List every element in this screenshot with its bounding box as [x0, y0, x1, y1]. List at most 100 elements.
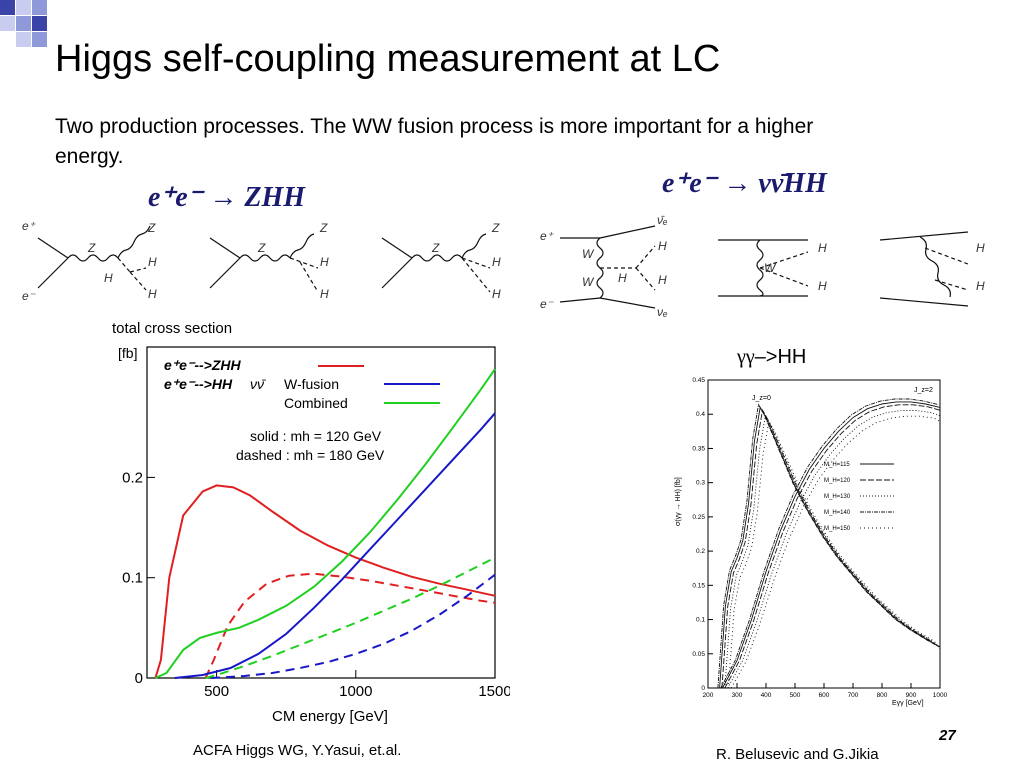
credit-right: R. Belusevic and G.Jikia [716, 746, 879, 763]
diagram-label: H [818, 279, 827, 293]
diagram-label: H [492, 287, 501, 301]
gamma-gamma-text: γγ [737, 346, 755, 368]
y-tick-label: 0.15 [692, 582, 705, 589]
diagram-label: W [582, 247, 595, 261]
series-line-jz0-mh2 [724, 414, 941, 689]
diagram-label: H [104, 271, 113, 285]
legend-label-hhnn: e⁺e⁻-->HH [164, 376, 233, 392]
diagram-label: H [320, 287, 329, 301]
logo-square [0, 16, 15, 31]
gamma-gamma-label: γγ–>HH [737, 346, 806, 369]
diagram-label: e⁺ [22, 219, 37, 233]
diagram-label: Z [147, 221, 156, 235]
legend-label-mh: M_H=130 [824, 494, 851, 500]
series-line-jz0-mh3 [717, 403, 939, 689]
gamma-gamma-arrow: –>HH [754, 346, 807, 368]
y-tick-label: 0.05 [692, 651, 705, 658]
diagram-label: W [764, 261, 777, 275]
feynman-diagram-ww-1 [559, 225, 656, 309]
y-axis-label: [fb] [118, 345, 137, 361]
y-tick-label: 0 [701, 685, 705, 692]
diagram-label: H [976, 241, 985, 255]
y-tick-label: 0 [135, 670, 143, 687]
legend-label-mh: M_H=140 [824, 510, 851, 516]
legend-label-zhh: e⁺e⁻-->ZHH [164, 357, 242, 373]
series-line-jz2-mh1 [724, 404, 941, 689]
x-tick-label: 1500 [478, 683, 510, 700]
legend-note-dashed: dashed : mh = 180 GeV [236, 447, 385, 463]
series-line-jz2-mh2 [727, 410, 941, 689]
diagram-label: H [658, 273, 667, 287]
x-tick-label: 600 [819, 692, 830, 699]
diagram-label: H [148, 255, 157, 269]
series-line-wfusion-solid [174, 412, 496, 679]
series-line-jz0-mh0 [719, 406, 941, 689]
diagram-label: Z [491, 221, 500, 235]
logo-square [16, 32, 31, 47]
series-line-wfusion-dashed [210, 573, 496, 679]
diagram-label: e⁻ [22, 289, 37, 303]
diagram-label: e⁺ [540, 229, 555, 243]
annotation-jz0: J_z=0 [752, 395, 771, 402]
plot-frame [146, 346, 496, 679]
gamma-gamma-chart: σ(γγ → HH) [fb] 200 300 400 500 600 700 800 900… [675, 377, 948, 707]
x-tick-label: 400 [761, 692, 772, 699]
x-tick-label: 500 [204, 683, 229, 700]
series-line-combined-dashed [205, 556, 496, 679]
y-tick-label: 0.2 [696, 548, 705, 555]
series-line-jz2-mh0 [722, 401, 941, 689]
annotation-jz2: J_z=2 [914, 387, 933, 394]
diagram-label: Z [319, 221, 328, 235]
legend-label-mh: M_H=120 [824, 478, 851, 484]
feynman-diagram-zhh-1 [37, 225, 151, 291]
logo-square [0, 0, 15, 15]
feynman-diagram-zhh-3 [381, 233, 491, 293]
x-tick-label: 700 [848, 692, 859, 699]
x-tick-label: 200 [703, 692, 714, 699]
feynman-diagram-zhh-2 [209, 233, 319, 293]
feynman-diagrams: e⁺ e⁻ Z H Z H H Z Z H H Z Z H H e⁺ e⁻ W … [22, 213, 985, 319]
diagram-label: Z [431, 241, 440, 255]
x-tick-label: 800 [877, 692, 888, 699]
feynman-diagram-ww-2 [718, 239, 809, 297]
x-tick-label: 500 [790, 692, 801, 699]
page-title: Higgs self-coupling measurement at LC [55, 38, 721, 80]
diagram-label: H [818, 241, 827, 255]
logo-square [32, 32, 47, 47]
x-tick-label: 300 [732, 692, 743, 699]
feynman-diagram-ww-3 [879, 231, 969, 307]
diagram-label: H [976, 279, 985, 293]
legend-label-hhnn-suffix: νν̄ [250, 376, 266, 392]
diagram-label: νₑ [657, 305, 668, 319]
y-tick-label: 0.1 [696, 617, 705, 624]
y-tick-label: 0.2 [122, 469, 143, 486]
legend-note-solid: solid : mh = 120 GeV [250, 428, 382, 444]
process-zhh-formula: e⁺e⁻ → ZHH [148, 182, 306, 213]
legend-label-mh: M_H=115 [824, 462, 850, 468]
process-nnhh-formula: e⁺e⁻ → νν̄HH [662, 168, 827, 199]
diagram-label: H [658, 239, 667, 253]
diagram-label: H [148, 287, 157, 301]
x-axis-label: CM energy [GeV] [272, 708, 388, 725]
cross-section-chart: total cross section [fb] 500 1000 1500 0 0.1… [112, 320, 510, 725]
diagram-label: W [582, 275, 595, 289]
y-tick-label: 0.45 [692, 377, 705, 384]
y-tick-label: 0.4 [696, 411, 705, 418]
diagram-label: ν̄ₑ [657, 213, 668, 227]
page-number: 27 [939, 727, 956, 744]
legend-label-combined: Combined [284, 395, 348, 411]
diagram-label: Z [257, 241, 266, 255]
logo-square [32, 16, 47, 31]
y-tick-label: 0.1 [122, 570, 143, 587]
x-tick-label: 1000 [339, 683, 372, 700]
series-line-eezhh-dashed [204, 572, 496, 679]
y-tick-label: 0.25 [692, 514, 705, 521]
series-line-eezhh-solid [154, 484, 496, 679]
diagram-label: H [492, 255, 501, 269]
x-tick-label: 900 [906, 692, 917, 699]
series-line-jz2-mh3 [720, 398, 939, 689]
subtitle-text: Two production processes. The WW fusion … [55, 115, 814, 168]
diagram-label: e⁻ [540, 297, 555, 311]
diagram-label: H [320, 255, 329, 269]
x-tick-label: 1000 [933, 692, 948, 699]
